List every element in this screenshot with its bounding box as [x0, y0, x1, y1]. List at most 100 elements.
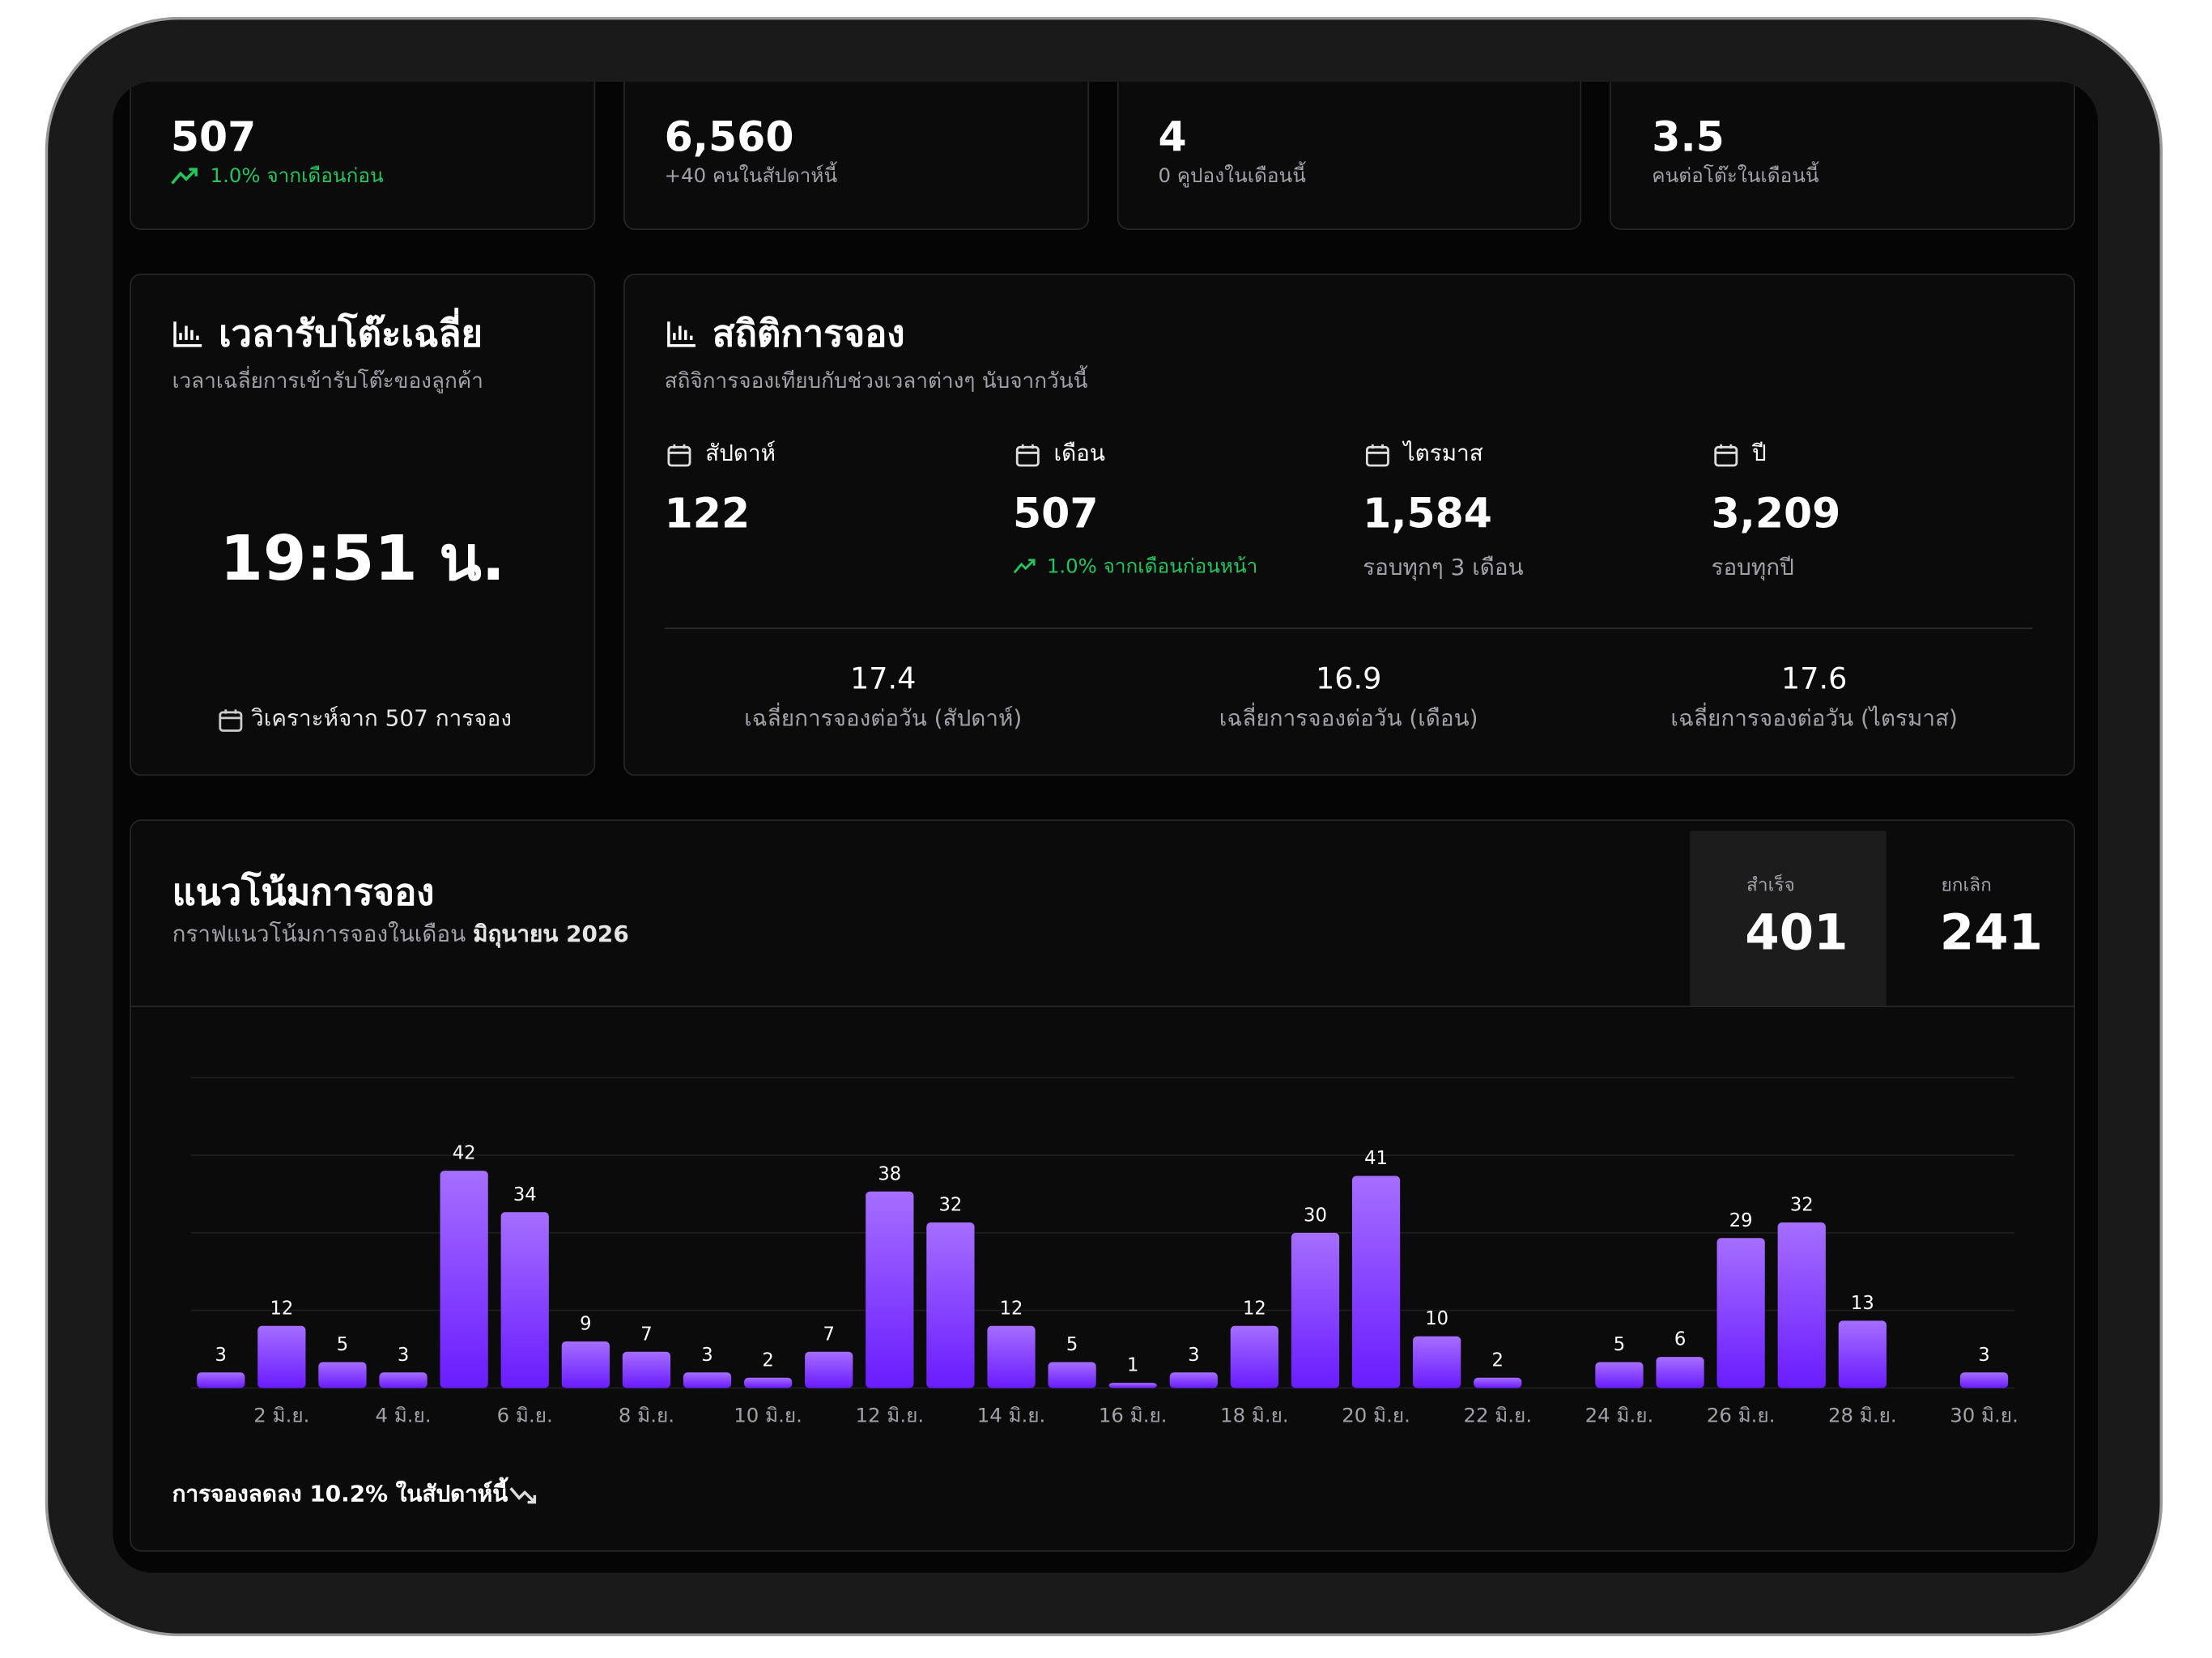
data-label: 3 — [701, 1345, 713, 1366]
bar — [318, 1362, 367, 1388]
data-label: 9 — [580, 1314, 591, 1335]
bar — [1048, 1362, 1096, 1388]
stat-note: คนต่อโต๊ะในเดือนนี้ — [1652, 164, 1819, 188]
bar — [561, 1341, 610, 1388]
bar — [866, 1191, 914, 1388]
x-tick-label: 12 มิ.ย. — [856, 1403, 925, 1426]
data-label: 2 — [1492, 1350, 1504, 1371]
cancel-label: ยกเลิก — [1941, 875, 1992, 897]
bar — [1656, 1357, 1704, 1388]
data-label: 32 — [939, 1195, 963, 1216]
stat-card — [1610, 82, 2075, 231]
bar — [805, 1351, 853, 1388]
x-tick-label: 10 มิ.ย. — [734, 1403, 802, 1426]
data-label: 13 — [1851, 1293, 1874, 1314]
bar — [1595, 1362, 1644, 1388]
stat-value: 4 — [1158, 113, 1187, 161]
period-note: รอบทุกปี — [1711, 553, 1794, 580]
bar — [744, 1377, 793, 1388]
data-label: 12 — [1243, 1298, 1266, 1319]
success-label: สำเร็จ — [1746, 875, 1795, 897]
bar — [1169, 1372, 1218, 1388]
data-label: 3 — [1978, 1345, 1989, 1366]
bar — [1959, 1372, 2009, 1388]
period-label: สัปดาห์ — [705, 439, 776, 466]
period-label: เดือน — [1053, 439, 1105, 466]
average-label: เฉลี่ยการจองต่อวัน (ไตรมาส) — [1670, 704, 1958, 732]
stat-value: 3.5 — [1652, 113, 1725, 161]
data-label: 32 — [1790, 1195, 1814, 1216]
x-tick-label: 6 มิ.ย. — [497, 1403, 553, 1426]
bar — [257, 1325, 306, 1388]
bar — [197, 1372, 245, 1388]
data-label: 38 — [878, 1163, 901, 1184]
average-value: 17.6 — [1780, 661, 1848, 695]
data-label: 6 — [1674, 1329, 1686, 1350]
month: มิถุนายน 2026 — [473, 920, 629, 947]
period-note: รอบทุกๆ 3 เดือน — [1363, 553, 1524, 580]
data-label: 30 — [1304, 1205, 1327, 1226]
data-label: 3 — [1188, 1345, 1199, 1366]
card-title: แนวโน้มการจอง — [172, 872, 435, 915]
average-label: เฉลี่ยการจองต่อวัน (สัปดาห์) — [744, 704, 1023, 732]
bar — [1413, 1336, 1461, 1388]
x-tick-label: 28 มิ.ย. — [1828, 1403, 1897, 1426]
data-label: 34 — [513, 1184, 537, 1205]
stat-note: 0 คูปองในเดือนนี้ — [1158, 164, 1306, 188]
card-subtitle: เวลาเฉลี่ยการเข้ารับโต๊ะของลูกค้า — [172, 368, 483, 394]
bar — [1838, 1320, 1887, 1388]
data-label: 2 — [762, 1350, 773, 1371]
content: 507 1.0% จากเดือนก่อน 6,560 +40 คนในสัปด… — [113, 82, 2097, 1573]
stat-value: 6,560 — [664, 113, 794, 161]
stat-note: 1.0% จากเดือนก่อน — [210, 164, 384, 188]
x-tick-label: 26 มิ.ย. — [1707, 1403, 1776, 1426]
period-value: 507 — [1013, 489, 1099, 538]
bar — [683, 1372, 732, 1388]
average-label: เฉลี่ยการจองต่อวัน (เดือน) — [1219, 704, 1478, 732]
calendar-icon — [1015, 444, 1040, 467]
period-value: 3,209 — [1711, 489, 1841, 538]
data-label: 3 — [398, 1345, 409, 1366]
bar — [379, 1372, 428, 1388]
trend-footer: การจองลดลง 10.2% ในสัปดาห์นี้ — [172, 1480, 508, 1507]
stat-value: 507 — [170, 113, 257, 161]
divider — [664, 627, 2033, 630]
stat-note: +40 คนในสัปดาห์นี้ — [664, 164, 838, 188]
x-tick-label: 14 มิ.ย. — [977, 1403, 1046, 1426]
stat-card — [1117, 82, 1582, 231]
divider — [131, 1005, 2074, 1008]
x-tick-label: 18 มิ.ย. — [1220, 1403, 1289, 1426]
data-label: 42 — [453, 1143, 476, 1164]
data-label: 5 — [1066, 1334, 1078, 1355]
bar — [926, 1222, 975, 1388]
period-label: ปี — [1751, 439, 1767, 466]
success-value: 401 — [1745, 905, 1848, 963]
period-value: 1,584 — [1363, 489, 1492, 538]
card-title: เวลารับโต๊ะเฉลี่ย — [219, 313, 483, 356]
chart-icon — [667, 321, 696, 347]
content-inner: 507 1.0% จากเดือนก่อน 6,560 +40 คนในสัปด… — [113, 82, 2097, 1573]
data-label: 5 — [337, 1334, 348, 1355]
period-note: 1.0% จากเดือนก่อนหน้า — [1046, 555, 1258, 579]
x-tick-label: 4 มิ.ย. — [375, 1403, 431, 1426]
x-tick-label: 2 มิ.ย. — [253, 1403, 309, 1426]
chart-icon — [173, 321, 202, 347]
period-value: 122 — [664, 489, 751, 538]
avg-time-card — [130, 274, 596, 776]
card-subtitle: สถิจิการจองเทียบกับช่วงเวลาต่างๆ นับจากว… — [664, 368, 1088, 394]
trend-up-icon — [1013, 559, 1036, 574]
calendar-icon — [667, 444, 691, 467]
success-box — [1690, 831, 1887, 1006]
bar — [987, 1325, 1036, 1388]
bar — [622, 1351, 671, 1388]
average-value: 16.9 — [1315, 661, 1382, 695]
data-label: 29 — [1729, 1210, 1753, 1231]
avg-time-value: 19:51 น. — [219, 523, 505, 596]
x-tick-label: 30 มิ.ย. — [1950, 1403, 2018, 1426]
calendar-icon — [1714, 444, 1738, 467]
bar — [440, 1171, 488, 1388]
calendar-icon — [1365, 444, 1389, 467]
x-tick-label: 22 มิ.ย. — [1463, 1403, 1532, 1426]
